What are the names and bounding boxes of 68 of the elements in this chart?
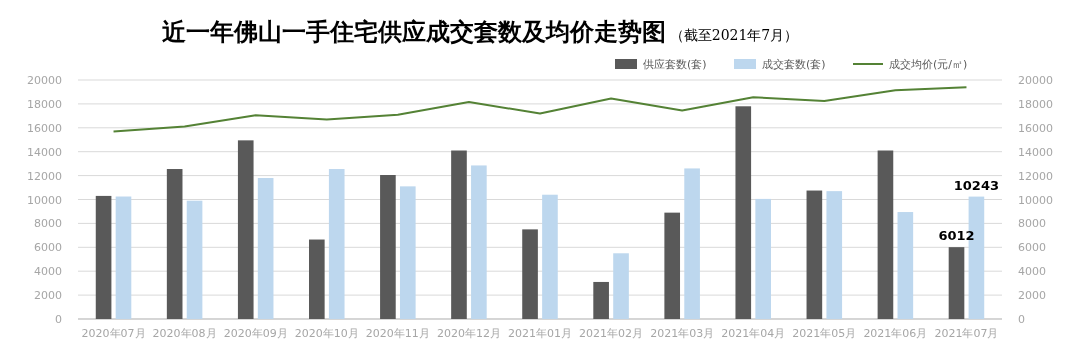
bar [451, 150, 467, 319]
bar [399, 186, 416, 319]
y-tick-label: 10000 [27, 193, 62, 207]
bar [664, 212, 681, 319]
data-label: 10243 [953, 177, 1000, 193]
y2-tick-label: 0 [1018, 313, 1025, 326]
y2-tick-label: 2000 [1018, 289, 1046, 303]
x-tick-label: 2021年05月 [792, 327, 857, 340]
x-tick-label: 2020年12月 [436, 327, 501, 340]
bar [522, 229, 538, 319]
chart-subtitle: （截至2021年7月） [669, 27, 799, 43]
bar [755, 198, 771, 319]
y2-tick-label: 4000 [1018, 265, 1046, 279]
bar [613, 253, 629, 319]
bar [309, 239, 325, 319]
bar [95, 195, 112, 319]
bar [593, 281, 609, 319]
bar [237, 140, 254, 319]
x-tick-label: 2021年06月 [863, 327, 928, 340]
bar [186, 200, 203, 319]
y-tick-label: 6000 [34, 241, 62, 255]
y-tick-label: 14000 [27, 145, 62, 159]
bar [166, 169, 183, 319]
bar [897, 212, 914, 319]
bar [471, 165, 487, 319]
y2-tick-label: 10000 [1018, 193, 1053, 207]
legend-label: 成交套数(套) [762, 58, 826, 71]
y-tick-label: 20000 [27, 74, 62, 87]
x-tick-label: 2020年09月 [223, 327, 288, 340]
x-tick-label: 2020年07月 [81, 327, 146, 340]
bar [115, 196, 132, 319]
bar [684, 168, 700, 319]
x-tick-label: 2020年11月 [365, 327, 430, 340]
y2-tick-label: 8000 [1018, 217, 1046, 231]
y2-tick-label: 6000 [1018, 241, 1046, 255]
y-tick-label: 2000 [34, 289, 62, 303]
y2-tick-label: 12000 [1018, 169, 1053, 183]
y2-tick-label: 14000 [1018, 145, 1053, 159]
bar [328, 169, 345, 319]
y-tick-label: 4000 [34, 265, 62, 279]
bar [806, 190, 823, 319]
y-tick-label: 18000 [27, 97, 62, 111]
bar [542, 194, 558, 319]
x-tick-label: 2020年10月 [294, 327, 359, 340]
bar [735, 106, 752, 319]
bar [257, 177, 274, 319]
line-series [112, 86, 968, 133]
chart-title: 近一年佛山一手住宅供应成交套数及均价走势图 [161, 17, 666, 46]
bar [380, 175, 396, 319]
y-tick-label: 8000 [34, 217, 62, 231]
y2-tick-label: 18000 [1018, 97, 1053, 111]
x-tick-label: 2021年07月 [934, 327, 999, 340]
y-tick-label: 12000 [27, 169, 62, 183]
legend-label: 供应套数(套) [643, 58, 707, 71]
bar [826, 191, 843, 319]
legend-label: 成交均价(元/㎡) [889, 58, 968, 71]
x-tick-label: 2020年08月 [152, 327, 217, 340]
bar [877, 150, 894, 319]
x-tick-label: 2021年02月 [579, 327, 644, 340]
x-tick-label: 2021年01月 [508, 327, 572, 340]
y-tick-label: 0 [55, 313, 62, 326]
bar [948, 247, 965, 319]
x-tick-label: 2021年03月 [650, 327, 715, 340]
x-tick-label: 2021年04月 [721, 327, 786, 340]
data-label: 6012 [938, 228, 975, 244]
y2-tick-label: 20000 [1018, 74, 1053, 87]
y2-tick-label: 16000 [1018, 121, 1053, 135]
y-tick-label: 16000 [27, 121, 62, 135]
